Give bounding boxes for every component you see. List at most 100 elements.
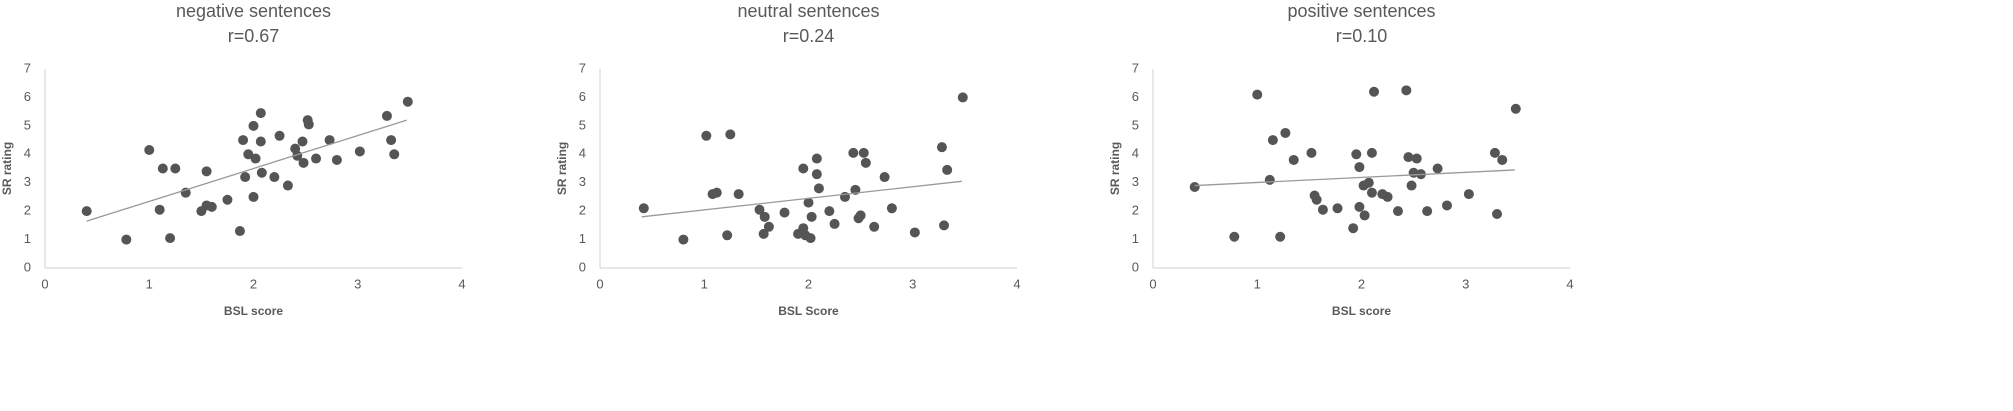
point xyxy=(701,130,712,141)
point xyxy=(711,187,722,198)
point xyxy=(243,149,254,160)
x-tick-label: 3 xyxy=(1462,276,1469,291)
point xyxy=(848,147,859,158)
point xyxy=(803,197,814,208)
y-axis-title: SR rating xyxy=(1108,142,1122,195)
point xyxy=(1422,206,1433,217)
point xyxy=(303,119,314,130)
point xyxy=(1264,174,1275,185)
x-axis-title: BSL score xyxy=(1332,304,1391,318)
point xyxy=(829,218,840,229)
y-tick-label: 0 xyxy=(1132,259,1139,274)
point xyxy=(1359,210,1370,221)
y-tick-label: 0 xyxy=(24,259,31,274)
point xyxy=(269,172,280,183)
point xyxy=(1432,163,1443,174)
y-tick-label: 7 xyxy=(24,60,31,75)
x-tick-label: 1 xyxy=(146,276,153,291)
y-tick-label: 4 xyxy=(1132,146,1139,161)
point xyxy=(733,189,744,200)
chart-title: positive sentences xyxy=(1287,1,1435,21)
point xyxy=(154,204,165,215)
point xyxy=(1252,89,1263,100)
x-tick-label: 4 xyxy=(1013,276,1020,291)
point xyxy=(678,234,689,245)
point xyxy=(1351,149,1362,160)
trendline xyxy=(1194,169,1515,187)
point xyxy=(1403,152,1414,163)
point xyxy=(1463,189,1474,200)
y-tick-label: 3 xyxy=(1132,174,1139,189)
point xyxy=(1363,177,1374,188)
point xyxy=(1366,187,1377,198)
point xyxy=(1332,203,1343,214)
point xyxy=(165,233,176,244)
point xyxy=(1392,206,1403,217)
x-tick-label: 4 xyxy=(458,276,465,291)
point xyxy=(942,164,953,175)
y-tick-label: 4 xyxy=(24,146,31,161)
point xyxy=(1510,103,1521,114)
x-tick-label: 4 xyxy=(1566,276,1573,291)
point xyxy=(248,191,259,202)
trendline xyxy=(86,119,407,222)
y-tick-label: 0 xyxy=(579,259,586,274)
point xyxy=(248,120,259,131)
y-tick-label: 3 xyxy=(24,174,31,189)
point xyxy=(402,96,413,107)
point xyxy=(256,167,267,178)
y-tick-label: 3 xyxy=(579,174,586,189)
y-tick-label: 6 xyxy=(579,89,586,104)
y-tick-label: 1 xyxy=(579,231,586,246)
point xyxy=(939,220,950,231)
point xyxy=(779,207,790,218)
point xyxy=(806,211,817,222)
point xyxy=(1382,191,1393,202)
trendline xyxy=(641,180,962,218)
point xyxy=(754,204,765,215)
point xyxy=(1497,154,1508,165)
point xyxy=(238,135,249,146)
point xyxy=(1229,231,1240,242)
point xyxy=(858,147,869,158)
x-tick-label: 0 xyxy=(41,276,48,291)
y-axis-title: SR rating xyxy=(0,142,14,195)
point xyxy=(886,203,897,214)
point xyxy=(121,234,132,245)
point xyxy=(1401,85,1412,96)
point xyxy=(1280,127,1291,138)
x-tick-label: 3 xyxy=(909,276,916,291)
x-axis-title: BSL Score xyxy=(778,304,839,318)
y-tick-label: 6 xyxy=(24,89,31,104)
x-tick-label: 1 xyxy=(701,276,708,291)
point xyxy=(1306,147,1317,158)
point xyxy=(201,166,212,177)
point xyxy=(274,130,285,141)
point xyxy=(1354,201,1365,212)
x-tick-label: 3 xyxy=(354,276,361,291)
point xyxy=(311,153,322,164)
y-tick-label: 5 xyxy=(24,117,31,132)
chart-title: negative sentences xyxy=(176,1,331,21)
point xyxy=(1441,200,1452,211)
point xyxy=(798,163,809,174)
point xyxy=(1406,180,1417,191)
x-tick-label: 1 xyxy=(1254,276,1261,291)
y-tick-label: 1 xyxy=(24,231,31,246)
point xyxy=(763,221,774,232)
point xyxy=(1317,204,1328,215)
point xyxy=(255,136,266,147)
point xyxy=(298,157,309,168)
y-tick-label: 5 xyxy=(579,117,586,132)
point xyxy=(282,180,293,191)
point xyxy=(1354,162,1365,173)
point xyxy=(811,169,822,180)
point xyxy=(759,211,770,222)
point xyxy=(813,183,824,194)
y-tick-label: 2 xyxy=(1132,203,1139,218)
chart-subtitle: r=0.67 xyxy=(228,26,280,46)
point xyxy=(1189,181,1200,192)
x-tick-label: 2 xyxy=(805,276,812,291)
chart-subtitle: r=0.24 xyxy=(783,26,835,46)
